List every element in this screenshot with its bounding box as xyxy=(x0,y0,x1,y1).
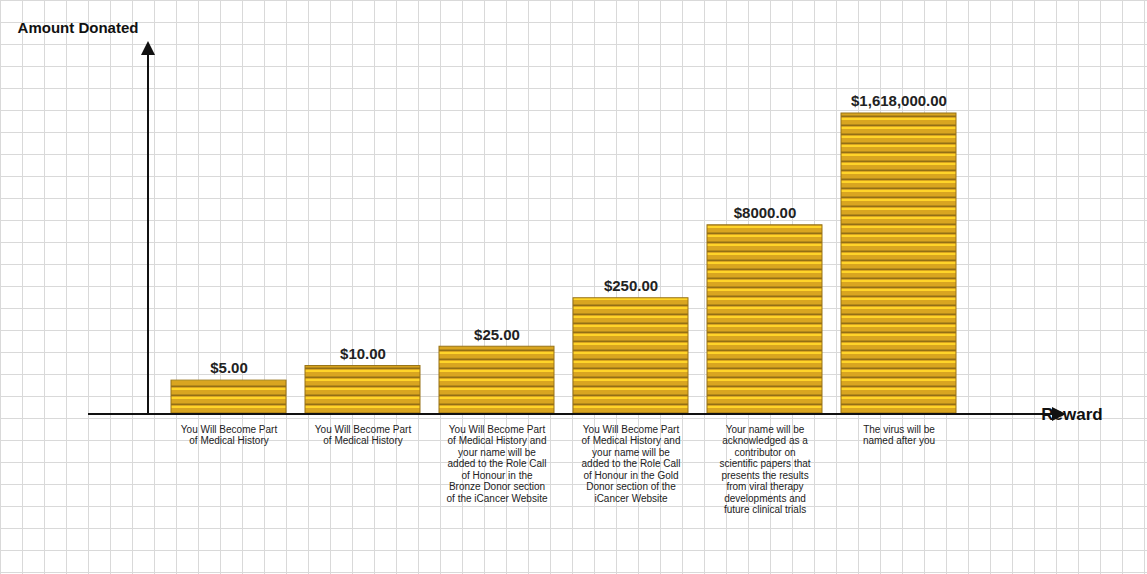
svg-text:You Will Become Partof Medical: You Will Become Partof Medical History a… xyxy=(447,424,548,504)
svg-text:The virus will benamed after y: The virus will benamed after you xyxy=(863,424,935,447)
svg-text:You Will Become Partof Medical: You Will Become Partof Medical History a… xyxy=(582,424,681,504)
svg-text:$10.00: $10.00 xyxy=(340,345,386,362)
svg-text:$250.00: $250.00 xyxy=(604,277,658,294)
svg-text:Reward: Reward xyxy=(1041,405,1102,424)
svg-text:$5.00: $5.00 xyxy=(210,359,248,376)
svg-text:$8000.00: $8000.00 xyxy=(734,204,797,221)
svg-text:Amount Donated: Amount Donated xyxy=(18,19,139,36)
svg-text:$25.00: $25.00 xyxy=(474,326,520,343)
svg-text:You Will Become Partof Medical: You Will Become Partof Medical History xyxy=(181,424,278,447)
svg-text:Your name will beacknowledged: Your name will beacknowledged as acontri… xyxy=(719,424,810,516)
svg-text:You Will Become Partof Medical: You Will Become Partof Medical History xyxy=(315,424,412,447)
svg-text:$1,618,000.00: $1,618,000.00 xyxy=(851,92,947,109)
